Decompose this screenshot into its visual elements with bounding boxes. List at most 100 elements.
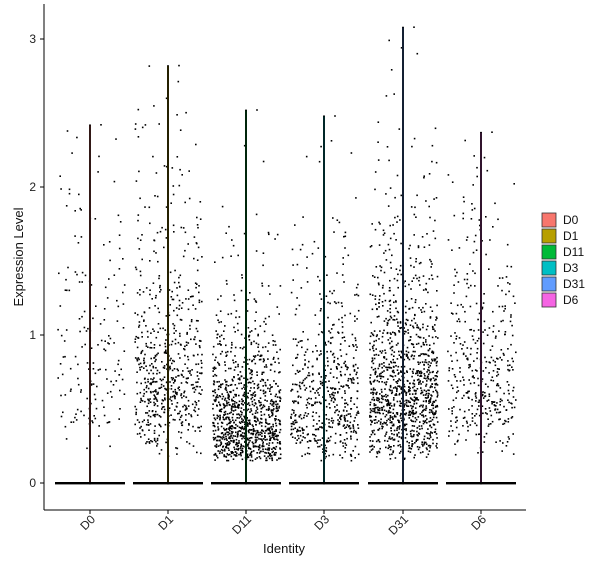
data-point [253,420,256,422]
data-point [331,354,334,356]
data-point [414,442,416,444]
data-point [164,342,166,345]
data-point [454,268,456,271]
data-point [386,324,389,326]
data-point [341,274,344,276]
data-point [274,419,277,422]
data-point [392,224,394,226]
data-point [226,459,228,462]
data-point [175,376,177,378]
data-point [255,434,257,436]
data-point [409,324,412,326]
data-point [406,300,408,302]
data-point [232,458,235,460]
data-point [296,356,298,359]
data-point [338,410,340,413]
data-point [165,388,167,391]
data-point [226,442,229,444]
data-point [178,389,181,391]
data-point [326,350,328,353]
data-point [394,386,397,388]
data-point [343,424,345,426]
data-point [299,370,301,372]
data-point [328,403,331,405]
data-point [255,342,258,345]
data-point [274,452,276,454]
data-point [405,330,407,333]
data-point [345,384,348,386]
data-point [409,401,411,404]
data-point [241,400,244,402]
zero-band-d6 [446,482,516,485]
data-point [350,415,352,418]
data-point [238,426,241,429]
data-point [311,373,314,375]
data-point [372,275,374,277]
data-point [431,336,434,339]
data-point [295,308,298,310]
data-point [344,447,347,449]
data-point [268,449,270,451]
data-point [337,422,339,425]
data-point [383,370,385,372]
data-point [412,358,415,360]
data-point [349,373,351,376]
data-point [371,294,374,296]
data-point [143,388,145,391]
data-point [415,392,417,395]
data-point [486,169,489,172]
data-point [260,418,263,420]
data-point [174,338,177,341]
data-point [355,344,357,346]
data-point [396,369,399,371]
data-point [399,446,402,448]
data-point [219,353,222,355]
data-point [428,244,431,246]
data-point [331,417,333,420]
data-point [179,332,181,335]
data-point [505,445,508,447]
data-point [230,255,232,257]
data-point [241,366,244,368]
data-point [373,357,376,360]
data-point [256,457,258,459]
data-point [450,420,452,422]
data-point [238,453,240,456]
data-point [279,397,282,400]
data-point [216,394,218,396]
data-point [344,365,347,368]
data-point [471,420,474,422]
data-point [219,410,221,412]
data-point [422,404,424,407]
data-point [381,366,383,369]
data-point [173,327,175,330]
data-point [458,318,460,320]
data-point [195,242,198,244]
data-point [456,419,458,422]
data-point [417,432,420,434]
data-point [320,308,322,310]
data-point [388,39,390,42]
data-point [426,437,429,439]
data-point [488,393,491,395]
data-point [419,413,422,415]
data-point [384,352,387,354]
data-point [225,400,228,402]
data-point [409,414,411,416]
data-point [159,230,162,233]
data-point [148,307,151,309]
data-point [330,350,332,353]
data-point [341,316,343,319]
data-point [255,421,257,423]
data-point [117,359,120,362]
data-point [172,185,175,187]
y-tick-label: 0 [29,476,36,490]
data-point [222,416,224,418]
data-point [243,361,245,363]
legend-label-d3: D3 [563,261,579,275]
data-point [252,392,255,394]
data-point [432,404,435,407]
data-point [490,379,492,382]
data-point [213,390,215,393]
data-point [386,403,389,405]
